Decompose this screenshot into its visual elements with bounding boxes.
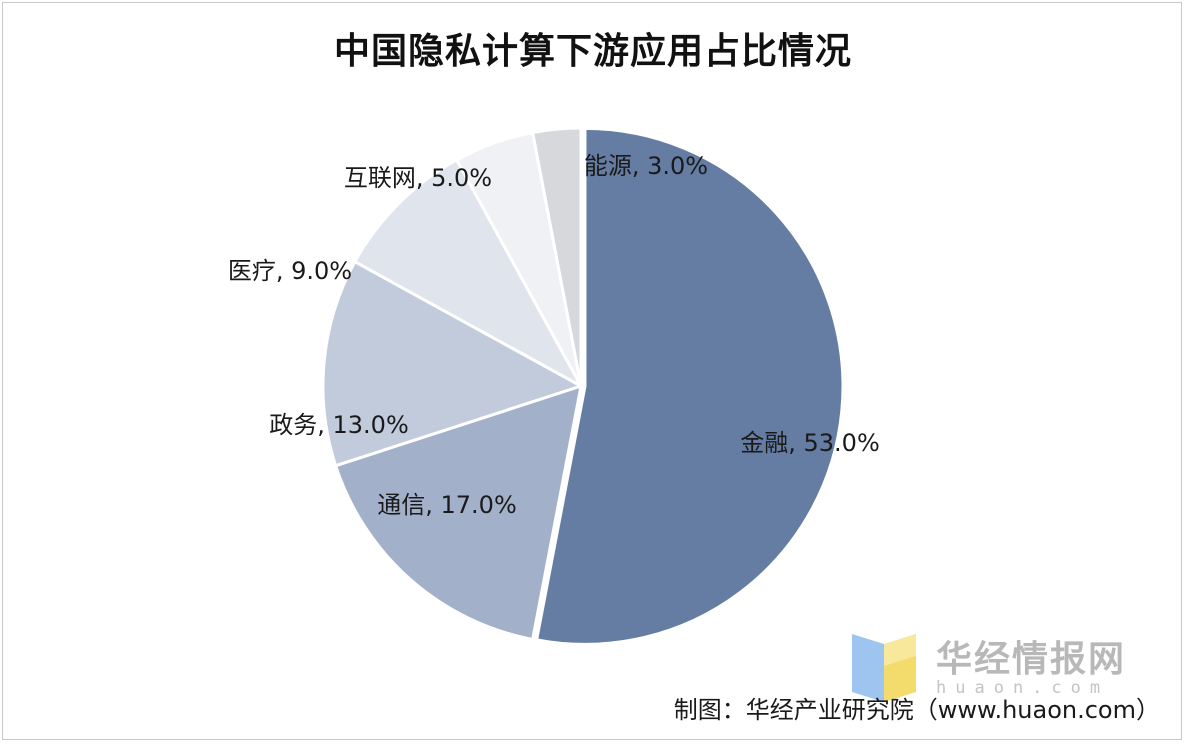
pie-slice-6 <box>530 126 583 387</box>
pie-slice-2 <box>333 383 583 642</box>
pie-slice-4 <box>352 157 585 390</box>
pie-slice-label-1: 金融, 53.0% <box>740 429 880 457</box>
pie-slice-label-3: 政务, 13.0% <box>269 411 409 439</box>
huajing-logo-icon <box>852 634 916 702</box>
pie-labels: 金融, 53.0% 通信, 17.0% 政务, 13.0% 医疗, 9.0% 互联网, … <box>228 152 880 519</box>
pie-slice-label-5: 互联网, 5.0% <box>344 164 492 192</box>
pie-slice-3 <box>321 259 585 468</box>
watermark-name: 华经情报网 <box>936 639 1127 680</box>
source-note: 制图：华经产业研究院（www.huaon.com） <box>673 696 1160 724</box>
pie-slice-label-6: 能源, 3.0% <box>584 152 708 180</box>
watermark-url: huaon.com <box>936 678 1110 698</box>
chart-title: 中国隐私计算下游应用占比情况 <box>333 30 852 72</box>
pie-slice-label-4: 医疗, 9.0% <box>228 257 352 285</box>
pie-slice-label-2: 通信, 17.0% <box>377 491 517 519</box>
watermark-logo: 华经情报网 huaon.com <box>848 626 1148 706</box>
pie-slice-1 <box>534 126 845 646</box>
pie-slices <box>321 126 845 646</box>
